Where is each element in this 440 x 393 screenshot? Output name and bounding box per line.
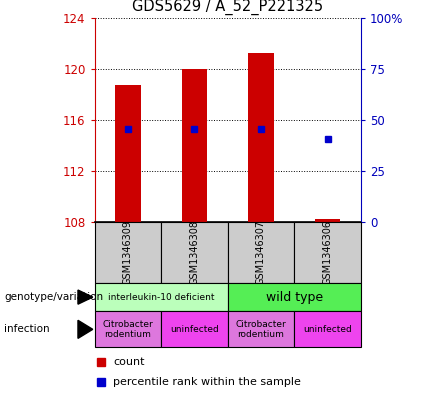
Text: Citrobacter
rodentium: Citrobacter rodentium [235, 320, 286, 339]
Text: GSM1346308: GSM1346308 [190, 220, 199, 285]
Text: uninfected: uninfected [170, 325, 219, 334]
Text: count: count [113, 357, 145, 367]
Bar [294, 311, 361, 347]
Text: GSM1346306: GSM1346306 [323, 220, 333, 285]
Polygon shape [78, 320, 93, 338]
Bar [228, 222, 294, 283]
Bar [228, 311, 294, 347]
Text: wild type: wild type [266, 290, 323, 304]
Text: Citrobacter
rodentium: Citrobacter rodentium [103, 320, 153, 339]
Bar [294, 222, 361, 283]
Text: uninfected: uninfected [303, 325, 352, 334]
Bar [95, 311, 161, 347]
Bar [161, 222, 228, 283]
Text: GSM1346309: GSM1346309 [123, 220, 133, 285]
Text: interleukin-10 deficient: interleukin-10 deficient [108, 293, 214, 301]
Title: GDS5629 / A_52_P221325: GDS5629 / A_52_P221325 [132, 0, 323, 15]
Text: genotype/variation: genotype/variation [4, 292, 103, 302]
Text: percentile rank within the sample: percentile rank within the sample [113, 377, 301, 387]
Bar [315, 219, 340, 222]
Text: GSM1346307: GSM1346307 [256, 220, 266, 285]
Bar [228, 283, 361, 311]
Text: infection: infection [4, 324, 50, 334]
Bar [115, 85, 140, 222]
Bar [95, 222, 161, 283]
Polygon shape [78, 290, 93, 304]
Bar [161, 311, 228, 347]
Bar [95, 283, 228, 311]
Bar [182, 69, 207, 222]
Bar [248, 53, 274, 222]
